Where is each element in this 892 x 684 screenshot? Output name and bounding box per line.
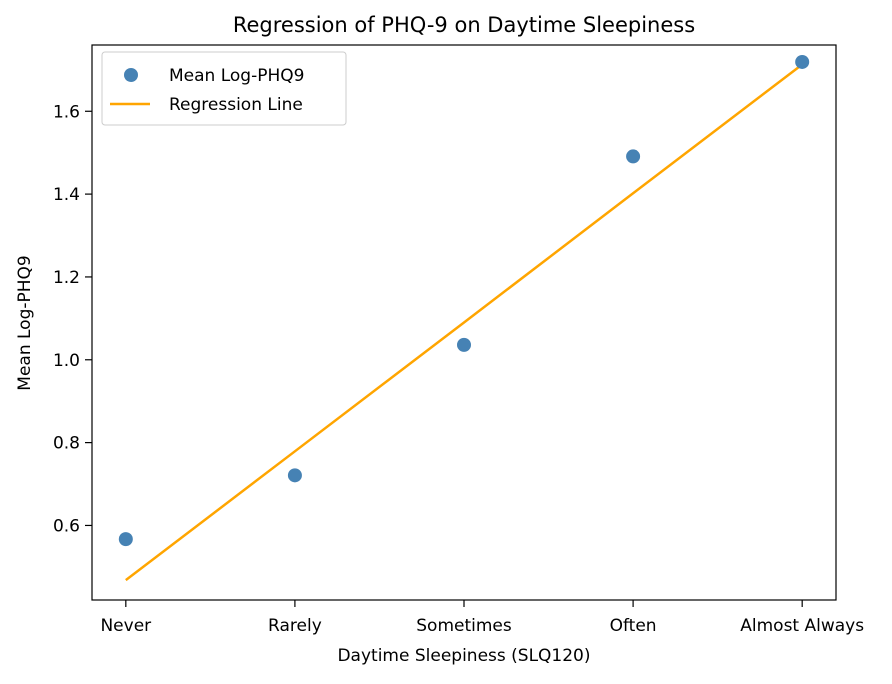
regression-line [125, 63, 803, 582]
axes-frame [91, 44, 837, 601]
scatter-point [287, 468, 302, 483]
x-tick-label: Never [100, 616, 151, 636]
y-tick-label: 0.8 [53, 434, 80, 454]
legend-label-line: Regression Line [169, 95, 303, 115]
legend-scatter-marker [124, 68, 138, 82]
x-tick-label: Almost Always [740, 616, 864, 636]
x-tick-label: Rarely [268, 616, 322, 636]
x-axis-label: Daytime Sleepiness (SLQ120) [337, 646, 590, 666]
y-axis-label: Mean Log-PHQ9 [15, 255, 35, 390]
y-tick-label: 1.6 [53, 102, 80, 122]
scatter-point [795, 54, 810, 69]
y-tick-label: 1.2 [53, 268, 80, 288]
scatter-point [457, 337, 471, 352]
plot-area: Never Rarely Sometimes Often Almost Always 0.… [53, 44, 864, 636]
x-tick-label: Often [610, 616, 657, 636]
chart-title: Regression of PHQ-9 on Daytime Sleepines… [233, 13, 695, 37]
y-tick-label: 0.6 [53, 516, 80, 536]
legend-frame [101, 51, 347, 126]
scatter-point [626, 149, 641, 164]
legend-label-scatter: Mean Log-PHQ9 [169, 66, 304, 86]
y-tick-label: 1.4 [53, 185, 80, 205]
y-tick-label: 1.0 [53, 351, 80, 371]
x-tick-label: Sometimes [416, 616, 512, 636]
legend: Mean Log-PHQ9 Regression Line [101, 51, 347, 126]
scatter-point [118, 532, 133, 547]
